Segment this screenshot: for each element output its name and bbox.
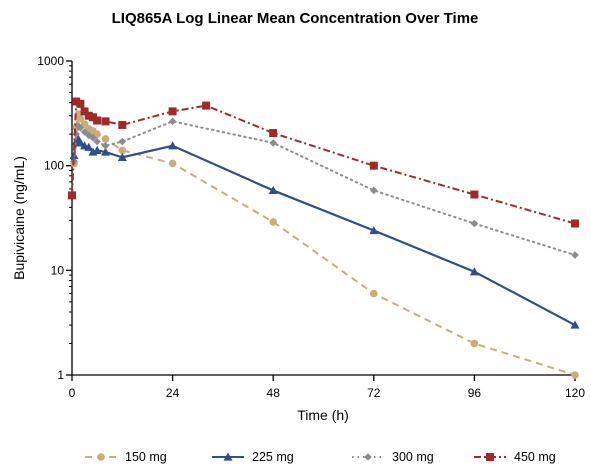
data-point: [84, 131, 93, 140]
data-point: [570, 320, 580, 329]
data-point: [202, 101, 211, 110]
series-line: [71, 99, 576, 225]
data-point: [269, 139, 277, 147]
data-point: [84, 111, 93, 120]
legend-item: 150 mg: [85, 450, 167, 464]
data-point: [118, 146, 127, 155]
data-point: [168, 159, 177, 168]
data-point: [76, 115, 85, 123]
y-tick-label: 10: [51, 263, 65, 277]
series-line: [73, 120, 576, 257]
data-point: [101, 135, 110, 143]
data-point: [269, 218, 278, 226]
data-point: [75, 138, 85, 147]
y-tick-label: 100: [44, 159, 64, 173]
data-point: [168, 117, 177, 126]
data-point: [84, 142, 94, 151]
data-point: [68, 191, 76, 200]
data-point: [269, 129, 278, 138]
data-point: [101, 141, 110, 150]
legend-marker: [364, 453, 372, 461]
data-point: [470, 339, 479, 348]
series-0: [70, 110, 579, 379]
x-tick-label: 48: [267, 386, 281, 400]
series-1: [69, 134, 580, 329]
data-point: [571, 219, 579, 228]
data-point: [268, 185, 278, 195]
data-point: [118, 120, 127, 129]
x-tick-label: 24: [166, 386, 180, 400]
y-tick-label: 1000: [37, 54, 64, 68]
legend-label: 225 mg: [252, 450, 294, 464]
legend-label: 150 mg: [125, 450, 167, 464]
data-point: [101, 147, 111, 156]
legend-item: 300 mg: [352, 450, 434, 464]
data-point: [101, 117, 110, 126]
data-point: [93, 137, 101, 146]
legend-marker: [486, 453, 494, 461]
legend: 150 mg 225 mg 300 mg 450 mg: [85, 450, 556, 464]
series-3: [68, 97, 579, 228]
series-line: [73, 136, 576, 327]
data-point: [88, 113, 97, 122]
data-point: [168, 141, 178, 150]
data-point: [93, 130, 101, 138]
axes: 1 10 100 1000 0 24 48 72 96 120: [37, 54, 585, 400]
series-layer: [68, 97, 580, 379]
data-point: [76, 99, 85, 108]
data-point: [89, 133, 97, 142]
legend-item: 450 mg: [474, 450, 556, 464]
data-point: [571, 251, 579, 259]
legend-label: 300 mg: [392, 450, 434, 464]
data-point: [93, 116, 102, 125]
data-point: [117, 152, 127, 161]
data-point: [118, 137, 127, 146]
data-point: [76, 124, 85, 132]
data-point: [370, 186, 378, 195]
series-line: [73, 110, 576, 376]
x-tick-label: 72: [367, 386, 381, 400]
data-point: [72, 130, 80, 138]
data-point: [80, 107, 89, 116]
x-tick-label: 0: [69, 386, 76, 400]
x-tick-label: 96: [468, 386, 482, 400]
legend-marker: [223, 452, 233, 461]
data-point: [470, 219, 479, 228]
series-2: [70, 117, 579, 259]
legend-item: 225 mg: [212, 450, 294, 464]
x-axis-label: Time (h): [297, 407, 349, 423]
y-axis-label: Bupivicaine (ng/mL): [11, 156, 27, 280]
data-point: [370, 289, 378, 298]
data-point: [469, 267, 479, 276]
data-point: [369, 161, 378, 170]
legend-label: 450 mg: [514, 450, 556, 464]
data-point: [168, 107, 177, 116]
data-point: [369, 226, 379, 235]
chart-title: LIQ865A Log Linear Mean Concentration Ov…: [112, 10, 479, 27]
data-point: [571, 371, 579, 379]
x-tick-label: 120: [565, 386, 585, 400]
data-point: [92, 145, 102, 154]
legend-marker: [97, 453, 105, 461]
data-point: [80, 128, 89, 136]
data-point: [470, 190, 479, 199]
data-point: [72, 97, 81, 106]
y-tick-label: 1: [57, 368, 64, 382]
